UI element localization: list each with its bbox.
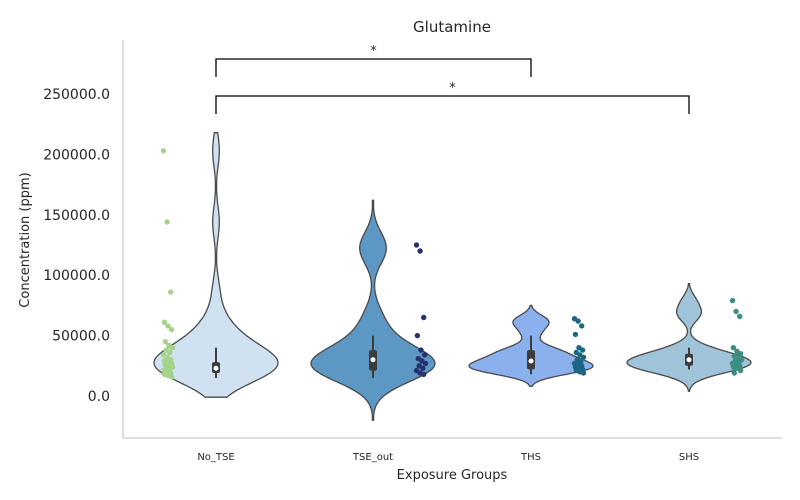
data-point-No_TSE <box>161 319 168 325</box>
median-marker-SHS <box>686 357 692 363</box>
data-point-TSE_out <box>422 360 429 367</box>
x-ticks: No_TSE TSE_out THS SHS <box>197 452 699 463</box>
data-point-TSE_out <box>421 371 427 377</box>
data-point-SHS <box>731 370 737 376</box>
y-tick-label: 200000.0 <box>43 147 110 163</box>
x-tick-label: THS <box>520 452 541 463</box>
chart-title: Glutamine <box>413 18 491 36</box>
data-point-No_TSE <box>168 289 174 295</box>
data-point-THS <box>579 323 585 329</box>
x-tick-label: TSE_out <box>352 452 393 463</box>
data-point-THS <box>580 370 587 376</box>
data-point-THS <box>575 318 581 324</box>
data-point-TSE_out <box>414 332 421 339</box>
significance-annotations: ** <box>215 44 690 114</box>
y-tick-label: 250000.0 <box>43 87 110 103</box>
data-point-TSE_out <box>421 314 427 321</box>
data-point-SHS <box>737 351 744 357</box>
violins <box>153 132 752 421</box>
data-point-TSE_out <box>420 365 426 371</box>
data-point-No_TSE <box>167 349 173 356</box>
data-point-THS <box>579 347 586 353</box>
violin-No_TSE <box>153 132 279 398</box>
x-axis-label: Exposure Groups <box>397 468 508 483</box>
significance-label: * <box>449 81 456 96</box>
significance-bracket <box>215 95 690 114</box>
y-tick-label: 50000.0 <box>52 329 110 345</box>
data-point-No_TSE <box>168 326 175 333</box>
median-marker-THS <box>528 358 534 364</box>
data-point-No_TSE <box>160 148 167 154</box>
y-ticks: 0.0 50000.0 100000.0 150000.0 200000.0 250000… <box>43 87 110 405</box>
data-point-TSE_out <box>413 242 420 248</box>
significance-label: * <box>370 44 377 59</box>
violin-TSE_out <box>310 199 436 421</box>
y-axis-label: Concentration (ppm) <box>18 172 33 307</box>
x-tick-label: SHS <box>679 452 699 463</box>
data-point-No_TSE <box>168 374 175 380</box>
data-point-TSE_out <box>421 352 428 358</box>
x-tick-label: No_TSE <box>197 452 234 463</box>
strip-points <box>160 148 745 380</box>
data-point-SHS <box>733 308 739 315</box>
significance-bracket <box>215 58 532 77</box>
data-point-SHS <box>729 297 736 304</box>
data-point-No_TSE <box>169 345 176 351</box>
data-point-No_TSE <box>164 219 170 225</box>
median-marker-No_TSE <box>213 365 219 371</box>
violin-SHS <box>626 283 752 392</box>
data-point-THS <box>572 331 579 338</box>
data-point-No_TSE <box>162 338 168 345</box>
data-point-SHS <box>730 345 737 351</box>
data-point-No_TSE <box>165 323 171 329</box>
y-tick-label: 150000.0 <box>43 208 110 224</box>
data-point-TSE_out <box>418 347 424 353</box>
data-point-SHS <box>737 313 743 319</box>
data-point-THS <box>580 354 587 360</box>
y-tick-label: 0.0 <box>88 389 110 405</box>
y-tick-label: 100000.0 <box>43 268 110 284</box>
data-point-SHS <box>737 367 744 374</box>
data-point-TSE_out <box>417 248 423 254</box>
median-marker-TSE_out <box>370 357 376 363</box>
